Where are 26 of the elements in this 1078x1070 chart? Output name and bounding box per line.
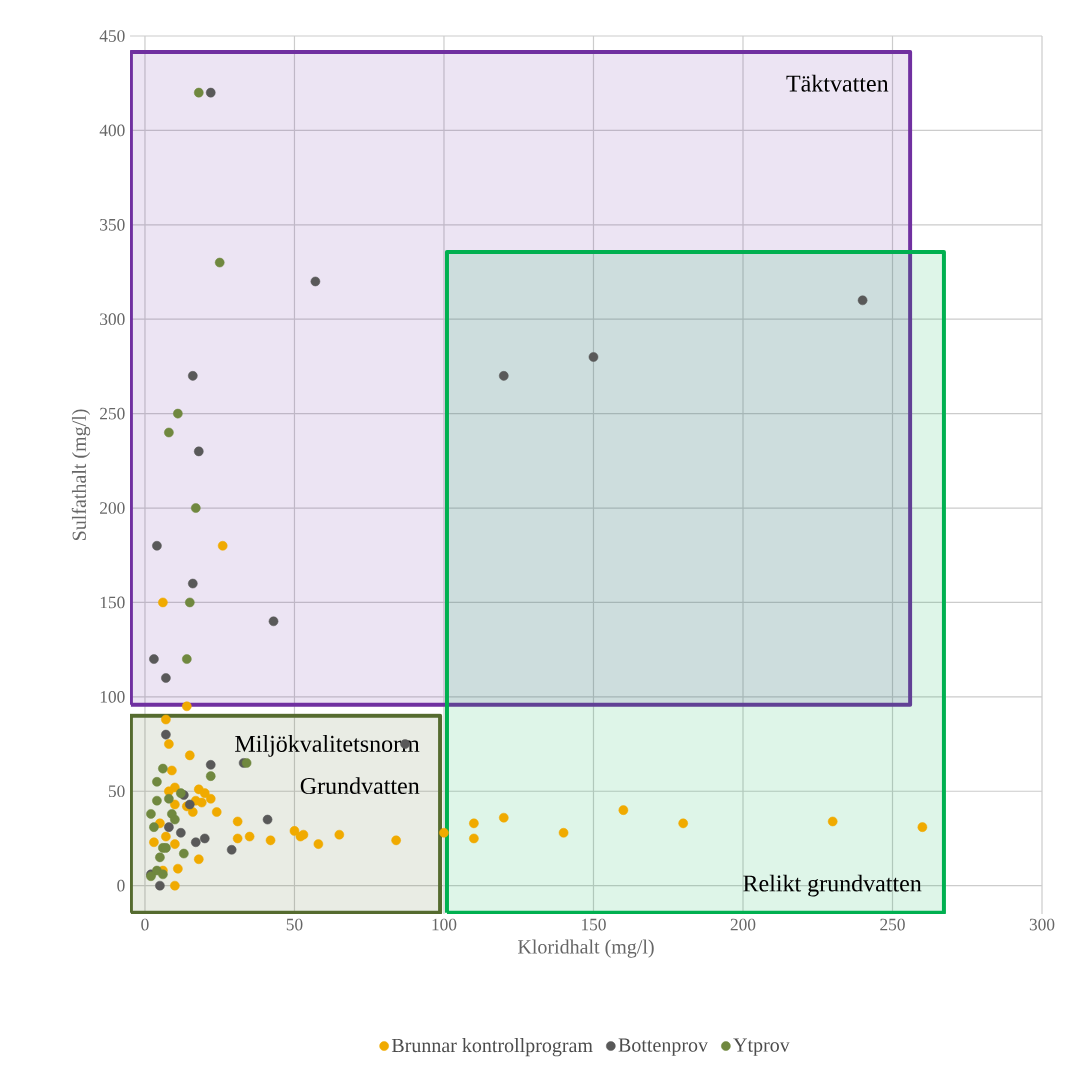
- x-tick-label: 50: [286, 918, 303, 931]
- y-tick-label: 400: [99, 124, 125, 137]
- x-tick-label: 100: [432, 918, 457, 931]
- annotation: Täktvatten: [786, 74, 889, 92]
- y-tick-label: 200: [100, 502, 125, 514]
- x-axis-title: Kloridhalt (mg/l): [517, 939, 654, 958]
- y-tick-label: 50: [108, 785, 125, 798]
- annotation: Grundvatten: [300, 777, 420, 795]
- legend-label: Bottenprov: [618, 1038, 709, 1056]
- x-tick-label: 300: [1029, 918, 1055, 931]
- y-tick-label: 250: [100, 407, 125, 420]
- y-tick-label: 100: [100, 691, 125, 703]
- y-axis-title: Sulfathalt (mg/l): [71, 409, 91, 541]
- legend-label: Ytprov: [733, 1038, 790, 1056]
- y-tick-label: 450: [99, 30, 125, 42]
- y-tick-label: 350: [100, 218, 125, 231]
- y-tick-label: 0: [117, 879, 125, 892]
- legend-label: Brunnar kontrollprogram: [391, 1038, 593, 1057]
- x-tick-label: 200: [730, 918, 756, 931]
- y-tick-label: 150: [100, 596, 125, 609]
- x-tick-label: 150: [582, 918, 606, 931]
- x-tick-label: 250: [880, 918, 905, 931]
- y-tick-label: 300: [100, 313, 125, 326]
- annotation: Miljökvalitetsnorm: [235, 735, 420, 757]
- x-tick-label: 0: [141, 918, 149, 931]
- annotation: Relikt grundvatten: [743, 874, 922, 897]
